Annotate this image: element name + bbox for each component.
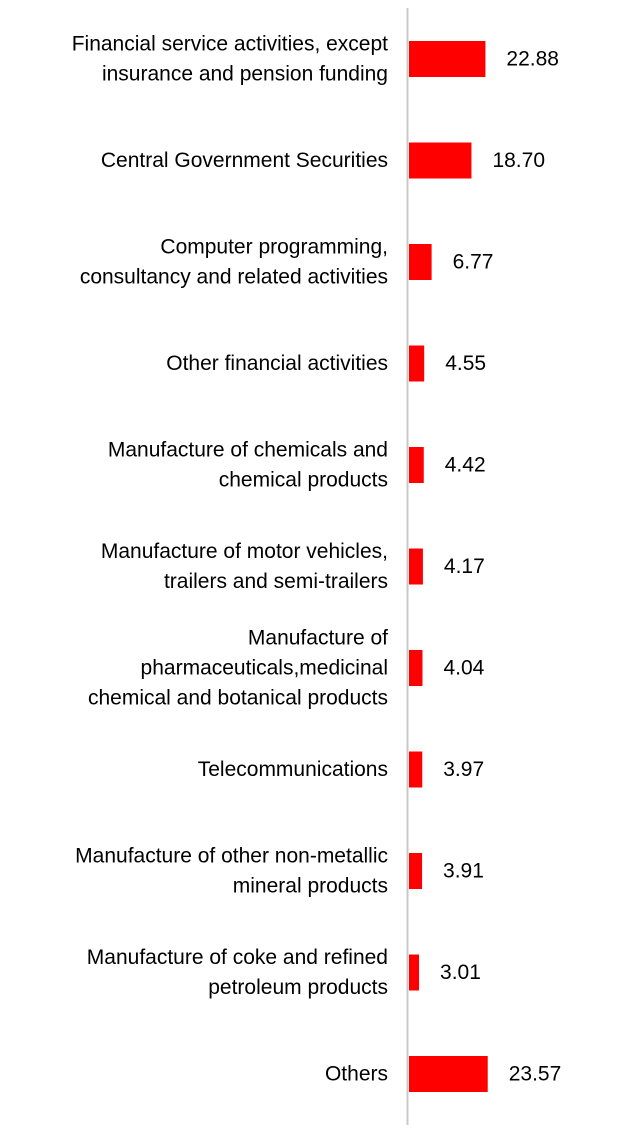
bar-6 bbox=[409, 650, 423, 686]
category-label-1: Central Government Securities bbox=[101, 149, 388, 172]
value-label-0: 22.88 bbox=[506, 48, 559, 71]
category-label-line: Computer programming, bbox=[160, 236, 388, 259]
category-label-line: chemical products bbox=[219, 469, 388, 492]
value-label-10: 23.57 bbox=[509, 1063, 562, 1086]
category-labels-layer: Financial service activities, except insu… bbox=[72, 33, 388, 1086]
category-label-line: consultancy and related activities bbox=[80, 266, 388, 289]
bar-3 bbox=[409, 345, 425, 382]
value-label-1: 18.70 bbox=[492, 149, 545, 172]
category-label-4: Manufacture of chemicals and chemical pro… bbox=[108, 439, 388, 492]
category-label-line: Central Government Securities bbox=[101, 149, 388, 172]
bar-10 bbox=[409, 1056, 488, 1092]
value-labels-layer: 22.88 18.70 6.77 4.55 4.42 4.17 4.04 3.97 3.91 3.… bbox=[440, 48, 561, 1086]
value-label-8: 3.91 bbox=[443, 860, 484, 883]
category-label-line: pharmaceuticals,medicinal bbox=[141, 657, 388, 680]
category-label-0: Financial service activities, except insu… bbox=[72, 33, 388, 86]
value-label-9: 3.01 bbox=[440, 961, 481, 984]
category-label-line: Others bbox=[325, 1063, 388, 1086]
category-label-5: Manufacture of motor vehicles, trailers a… bbox=[101, 540, 388, 593]
bar-4 bbox=[409, 447, 424, 483]
category-label-line: Manufacture of coke and refined bbox=[87, 946, 388, 969]
category-label-line: Other financial activities bbox=[166, 352, 388, 375]
category-label-7: Telecommunications bbox=[198, 758, 388, 781]
category-label-6: Manufacture of pharmaceuticals,medicinal c… bbox=[88, 627, 388, 710]
category-label-line: Manufacture of chemicals and bbox=[108, 439, 388, 462]
value-label-6: 4.04 bbox=[443, 657, 484, 680]
category-label-line: Manufacture of other non-metallic bbox=[75, 845, 388, 868]
category-label-10: Others bbox=[325, 1063, 388, 1086]
value-label-7: 3.97 bbox=[443, 758, 484, 781]
category-label-line: mineral products bbox=[233, 875, 388, 898]
bar-9 bbox=[409, 954, 420, 991]
category-label-line: trailers and semi-trailers bbox=[164, 570, 388, 593]
category-label-line: Manufacture of bbox=[248, 627, 388, 650]
category-label-line: insurance and pension funding bbox=[102, 63, 388, 86]
category-label-line: Manufacture of motor vehicles, bbox=[101, 540, 388, 563]
category-label-line: Financial service activities, except bbox=[72, 33, 388, 56]
category-label-8: Manufacture of other non-metallic mineral… bbox=[75, 845, 388, 898]
value-label-5: 4.17 bbox=[444, 555, 485, 578]
bar-2 bbox=[409, 244, 432, 280]
value-label-2: 6.77 bbox=[453, 251, 494, 274]
bar-5 bbox=[409, 548, 423, 585]
category-label-line: chemical and botanical products bbox=[88, 687, 388, 710]
bars-layer bbox=[409, 41, 488, 1092]
value-label-3: 4.55 bbox=[445, 352, 486, 375]
bar-7 bbox=[409, 751, 423, 788]
category-label-line: Telecommunications bbox=[198, 758, 388, 781]
category-label-2: Computer programming, consultancy and rel… bbox=[80, 236, 388, 289]
value-label-4: 4.42 bbox=[445, 454, 486, 477]
category-label-line: petroleum products bbox=[208, 976, 388, 999]
bar-8 bbox=[409, 853, 423, 889]
bar-0 bbox=[409, 41, 486, 77]
category-label-9: Manufacture of coke and refined petroleum… bbox=[87, 946, 388, 999]
category-label-3: Other financial activities bbox=[166, 352, 388, 375]
bar-1 bbox=[409, 142, 472, 179]
